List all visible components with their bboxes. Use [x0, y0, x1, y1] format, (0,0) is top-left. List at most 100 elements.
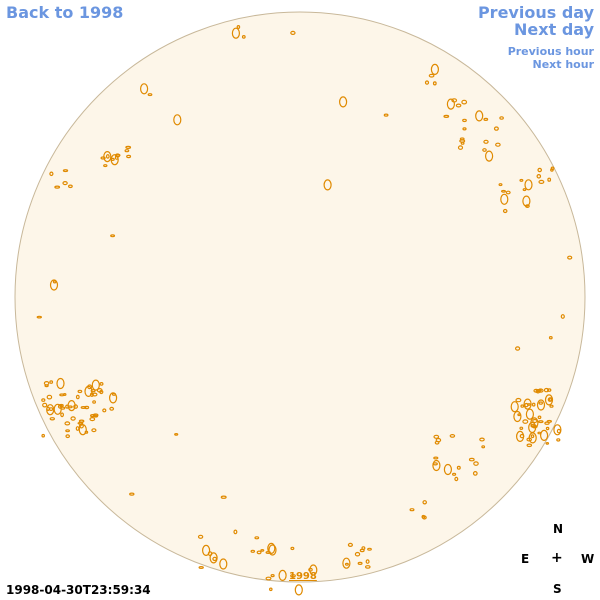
active-region-contour	[344, 562, 349, 566]
active-region-contour	[537, 415, 542, 420]
active-region-contour	[538, 401, 544, 405]
active-region-contour	[528, 421, 537, 434]
active-region-contour	[49, 279, 59, 291]
active-region-contour	[91, 379, 100, 391]
active-region-contour	[549, 404, 554, 408]
active-region-contour	[515, 397, 522, 403]
active-region-contour	[84, 405, 90, 410]
active-region-contour	[347, 542, 353, 548]
active-region-contour	[523, 398, 532, 410]
active-region-contour	[65, 429, 70, 433]
active-region-contour	[361, 546, 366, 550]
active-region-contour	[41, 398, 46, 402]
active-region-contour	[517, 413, 521, 417]
active-region-contour	[483, 117, 489, 122]
active-region-contour	[67, 184, 73, 189]
active-region-contour	[126, 154, 132, 159]
active-region-contour	[493, 126, 499, 131]
back-to-year-link[interactable]: Back to 1998	[6, 3, 124, 22]
active-region-contour	[434, 440, 440, 445]
active-region-contour	[49, 380, 54, 384]
active-region-contour	[147, 93, 153, 97]
previous-hour-link[interactable]: Previous hour	[507, 45, 594, 58]
compass-north: N	[553, 522, 564, 536]
active-region-contour	[110, 234, 116, 238]
active-region-contour	[44, 384, 49, 388]
active-region-contour	[432, 462, 438, 466]
active-region-contour	[543, 387, 550, 393]
active-region-contour	[455, 103, 462, 108]
active-region-contour	[545, 426, 550, 431]
next-hour-link[interactable]: Next hour	[532, 58, 595, 71]
year-marker[interactable]: 1998	[289, 571, 317, 582]
active-region-contour	[62, 169, 69, 173]
active-region-contour	[430, 63, 439, 76]
active-region-contour	[111, 392, 117, 396]
active-region-contour	[409, 508, 415, 512]
active-region-contour	[365, 559, 370, 564]
active-region-contour	[92, 400, 96, 404]
active-region-contour	[62, 393, 67, 397]
observation-timestamp: 1998-04-30T23:59:34	[6, 583, 151, 597]
active-region-contour	[265, 576, 272, 581]
active-region-contour	[254, 536, 260, 540]
active-region-contour	[424, 80, 430, 85]
active-region-contour	[468, 457, 475, 462]
active-region-contour	[432, 459, 441, 472]
active-region-contour	[78, 419, 85, 423]
active-region-contour	[75, 394, 80, 400]
active-region-contour	[103, 151, 112, 163]
active-region-contour	[459, 139, 466, 143]
active-region-contour	[475, 110, 484, 122]
active-region-contour	[522, 419, 529, 424]
active-region-contour	[545, 442, 550, 445]
active-region-contour	[241, 35, 246, 39]
compass-center: +	[551, 550, 563, 566]
active-region-contour	[462, 118, 467, 123]
active-region-contour	[498, 183, 503, 187]
active-region-contour	[250, 549, 256, 553]
active-region-contour	[383, 113, 389, 117]
active-region-contour	[550, 168, 554, 172]
active-region-contour	[443, 114, 450, 119]
active-region-contour	[456, 465, 461, 470]
active-region-contour	[41, 433, 46, 438]
next-day-link[interactable]: Next day	[514, 20, 594, 39]
active-region-contour	[198, 565, 204, 569]
active-region-contour	[364, 565, 371, 569]
active-region-contour	[536, 399, 546, 411]
active-region-contour	[546, 419, 553, 423]
active-region-contour	[526, 437, 533, 442]
active-region-contour	[290, 30, 296, 36]
active-region-contour	[422, 515, 427, 520]
active-region-contour	[207, 551, 213, 557]
active-region-contour	[525, 408, 535, 420]
active-region-contour	[472, 471, 478, 476]
active-region-contour	[67, 405, 73, 409]
active-region-contour	[48, 407, 54, 412]
compass-south: S	[553, 582, 562, 596]
active-region-contour	[219, 558, 228, 570]
active-region-contour	[433, 456, 439, 460]
active-region-contour	[140, 83, 149, 95]
active-region-contour	[342, 557, 351, 569]
active-region-contour	[537, 420, 544, 424]
active-region-contour	[67, 400, 76, 412]
active-region-contour	[46, 394, 53, 400]
active-region-contour	[80, 406, 87, 410]
active-region-contour	[78, 423, 84, 429]
active-region-contour	[99, 382, 104, 386]
previous-day-link[interactable]: Previous day	[477, 3, 594, 22]
active-region-contour	[129, 492, 135, 496]
compass-west: W	[581, 552, 595, 566]
active-region-contour	[290, 574, 296, 578]
active-region-contour	[42, 402, 48, 408]
active-region-contour	[70, 416, 76, 421]
active-region-contour	[202, 544, 211, 557]
active-region-contour	[87, 384, 93, 390]
active-region-contour	[495, 142, 501, 147]
active-region-contour	[267, 542, 276, 555]
active-region-contour	[36, 315, 43, 319]
active-region-contour	[103, 164, 108, 168]
